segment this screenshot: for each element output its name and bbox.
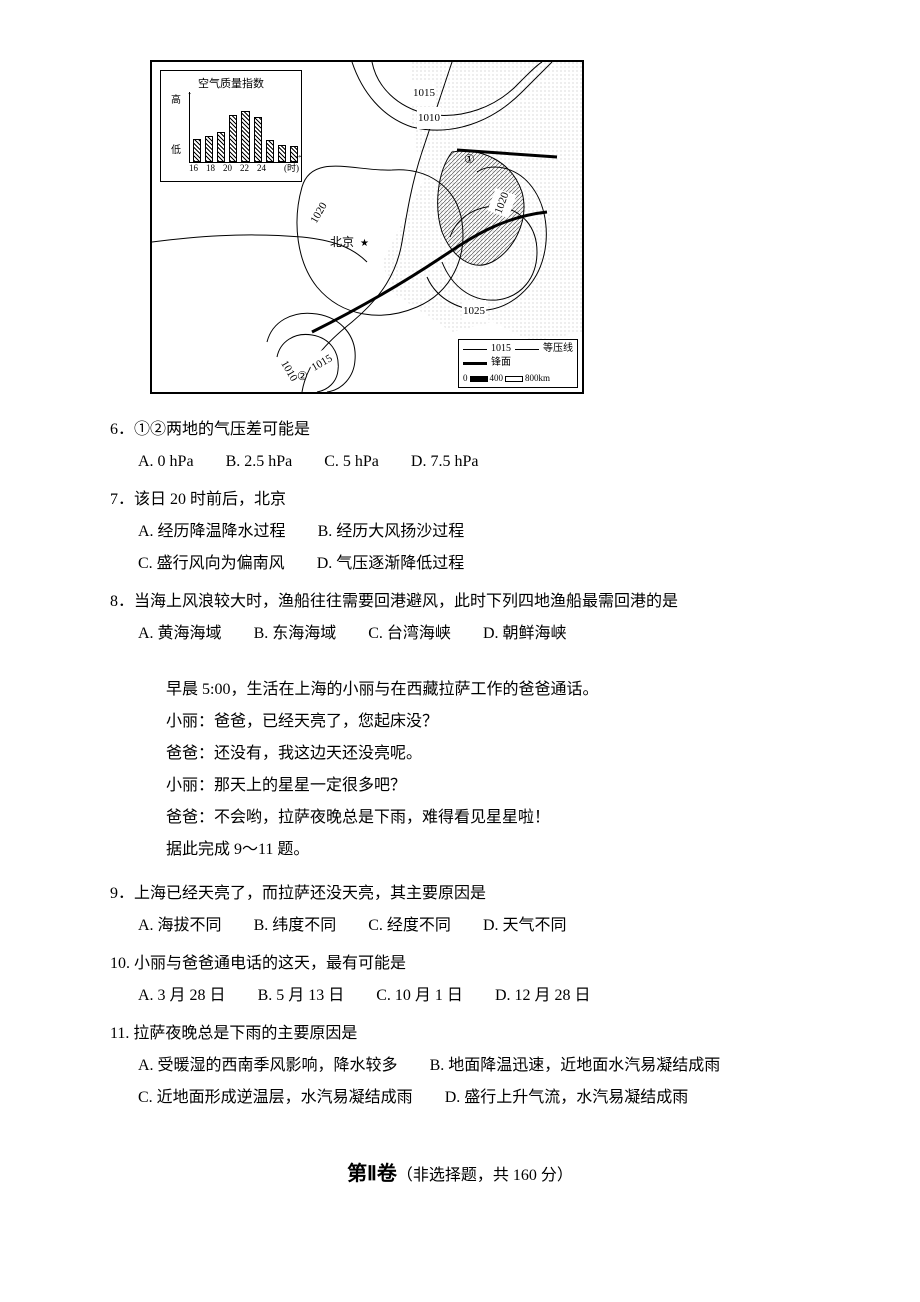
dialogue-line: 早晨 5:00，生活在上海的小丽与在西藏拉萨工作的爸爸通话。 [166, 674, 810, 706]
section-main: 第Ⅱ卷 [347, 1163, 397, 1185]
option-c: C. 经度不同 [368, 910, 451, 942]
section-2-title: 第Ⅱ卷（非选择题，共 160 分） [110, 1154, 810, 1194]
figure-container: 空气质量指数 ↑ 高 低 → 16 18 20 [150, 60, 810, 394]
bars-area [189, 92, 298, 163]
option-c: C. 盛行风向为偏南风 [138, 548, 285, 580]
dialogue-line: 小丽：那天上的星星一定很多吧？ [166, 770, 810, 802]
isobar-line-icon [515, 349, 539, 350]
question-text: 8．当海上风浪较大时，渔船往往需要回港避风，此时下列四地渔船最需回港的是 [110, 586, 810, 618]
option-d: D. 朝鲜海峡 [483, 618, 567, 650]
option-a: A. 海拔不同 [138, 910, 222, 942]
option-a: A. 经历降温降水过程 [138, 516, 286, 548]
option-b: B. 地面降温迅速，近地面水汽易凝结成雨 [430, 1050, 721, 1082]
question-9: 9．上海已经天亮了，而拉萨还没天亮，其主要原因是 A. 海拔不同 B. 纬度不同… [110, 878, 810, 942]
option-d: D. 7.5 hPa [411, 446, 479, 478]
bar [229, 115, 237, 163]
dialogue-line: 爸爸：还没有，我这边天还没亮呢。 [166, 738, 810, 770]
option-c: C. 5 hPa [324, 446, 379, 478]
bar [266, 140, 274, 162]
contour-label: 1015 [412, 82, 436, 104]
option-a: A. 0 hPa [138, 446, 194, 478]
weather-map-figure: 空气质量指数 ↑ 高 低 → 16 18 20 [150, 60, 584, 394]
question-8: 8．当海上风浪较大时，渔船往往需要回港避风，此时下列四地渔船最需回港的是 A. … [110, 586, 810, 650]
option-b: B. 5 月 13 日 [258, 980, 345, 1012]
option-a: A. 黄海海域 [138, 618, 222, 650]
question-text: 7．该日 20 时前后，北京 [110, 484, 810, 516]
contour-label: 1025 [462, 300, 486, 322]
front-line-icon [463, 362, 487, 365]
question-6: 6．①②两地的气压差可能是 A. 0 hPa B. 2.5 hPa C. 5 h… [110, 414, 810, 478]
option-b: B. 东海海域 [254, 618, 337, 650]
marker-2: ② [297, 364, 308, 388]
option-a: A. 3 月 28 日 [138, 980, 226, 1012]
question-10: 10. 小丽与爸爸通电话的这天，最有可能是 A. 3 月 28 日 B. 5 月… [110, 948, 810, 1012]
option-c: C. 台湾海峡 [368, 618, 451, 650]
option-d: D. 气压逐渐降低过程 [317, 548, 465, 580]
section-sub: （非选择题，共 160 分） [397, 1167, 573, 1184]
bar [241, 111, 249, 162]
contour-label: 1010 [417, 107, 441, 129]
inset-air-quality-chart: 空气质量指数 ↑ 高 低 → 16 18 20 [160, 70, 302, 182]
option-d: D. 天气不同 [483, 910, 567, 942]
question-text: 6．①②两地的气压差可能是 [110, 414, 810, 446]
scale-bar: 0 400 800km [463, 372, 573, 385]
option-d: D. 12 月 28 日 [495, 980, 591, 1012]
question-7: 7．该日 20 时前后，北京 A. 经历降温降水过程 B. 经历大风扬沙过程 C… [110, 484, 810, 580]
bar [217, 132, 225, 162]
option-c: C. 近地面形成逆温层，水汽易凝结成雨 [138, 1082, 413, 1114]
option-b: B. 纬度不同 [254, 910, 337, 942]
marker-1: ① [464, 147, 475, 171]
y-axis-labels: 高 低 [171, 91, 181, 161]
x-unit: (时) [284, 159, 299, 177]
dialogue-line: 据此完成 9～11 题。 [166, 834, 810, 866]
dialogue-line: 爸爸：不会哟，拉萨夜晚总是下雨，难得看见星星啦！ [166, 802, 810, 834]
x-axis-labels: 16 18 20 22 24 [189, 159, 266, 177]
isobar-line-icon [463, 349, 487, 350]
beijing-star-icon: ★ [360, 234, 369, 254]
dialogue-line: 小丽：爸爸，已经天亮了，您起床没？ [166, 706, 810, 738]
question-text: 9．上海已经天亮了，而拉萨还没天亮，其主要原因是 [110, 878, 810, 910]
option-b: B. 经历大风扬沙过程 [318, 516, 465, 548]
question-text: 11. 拉萨夜晚总是下雨的主要原因是 [110, 1018, 810, 1050]
option-d: D. 盛行上升气流，水汽易凝结成雨 [445, 1082, 689, 1114]
question-text: 10. 小丽与爸爸通电话的这天，最有可能是 [110, 948, 810, 980]
beijing-label: 北京 [330, 230, 354, 254]
option-c: C. 10 月 1 日 [376, 980, 463, 1012]
dialogue-passage: 早晨 5:00，生活在上海的小丽与在西藏拉萨工作的爸爸通话。 小丽：爸爸，已经天… [110, 674, 810, 866]
option-b: B. 2.5 hPa [226, 446, 293, 478]
question-11: 11. 拉萨夜晚总是下雨的主要原因是 A. 受暖湿的西南季风影响，降水较多 B.… [110, 1018, 810, 1114]
map-legend: 1015 等压线 锋面 0 400 800km [458, 339, 578, 388]
option-a: A. 受暖湿的西南季风影响，降水较多 [138, 1050, 398, 1082]
bar [254, 117, 262, 162]
